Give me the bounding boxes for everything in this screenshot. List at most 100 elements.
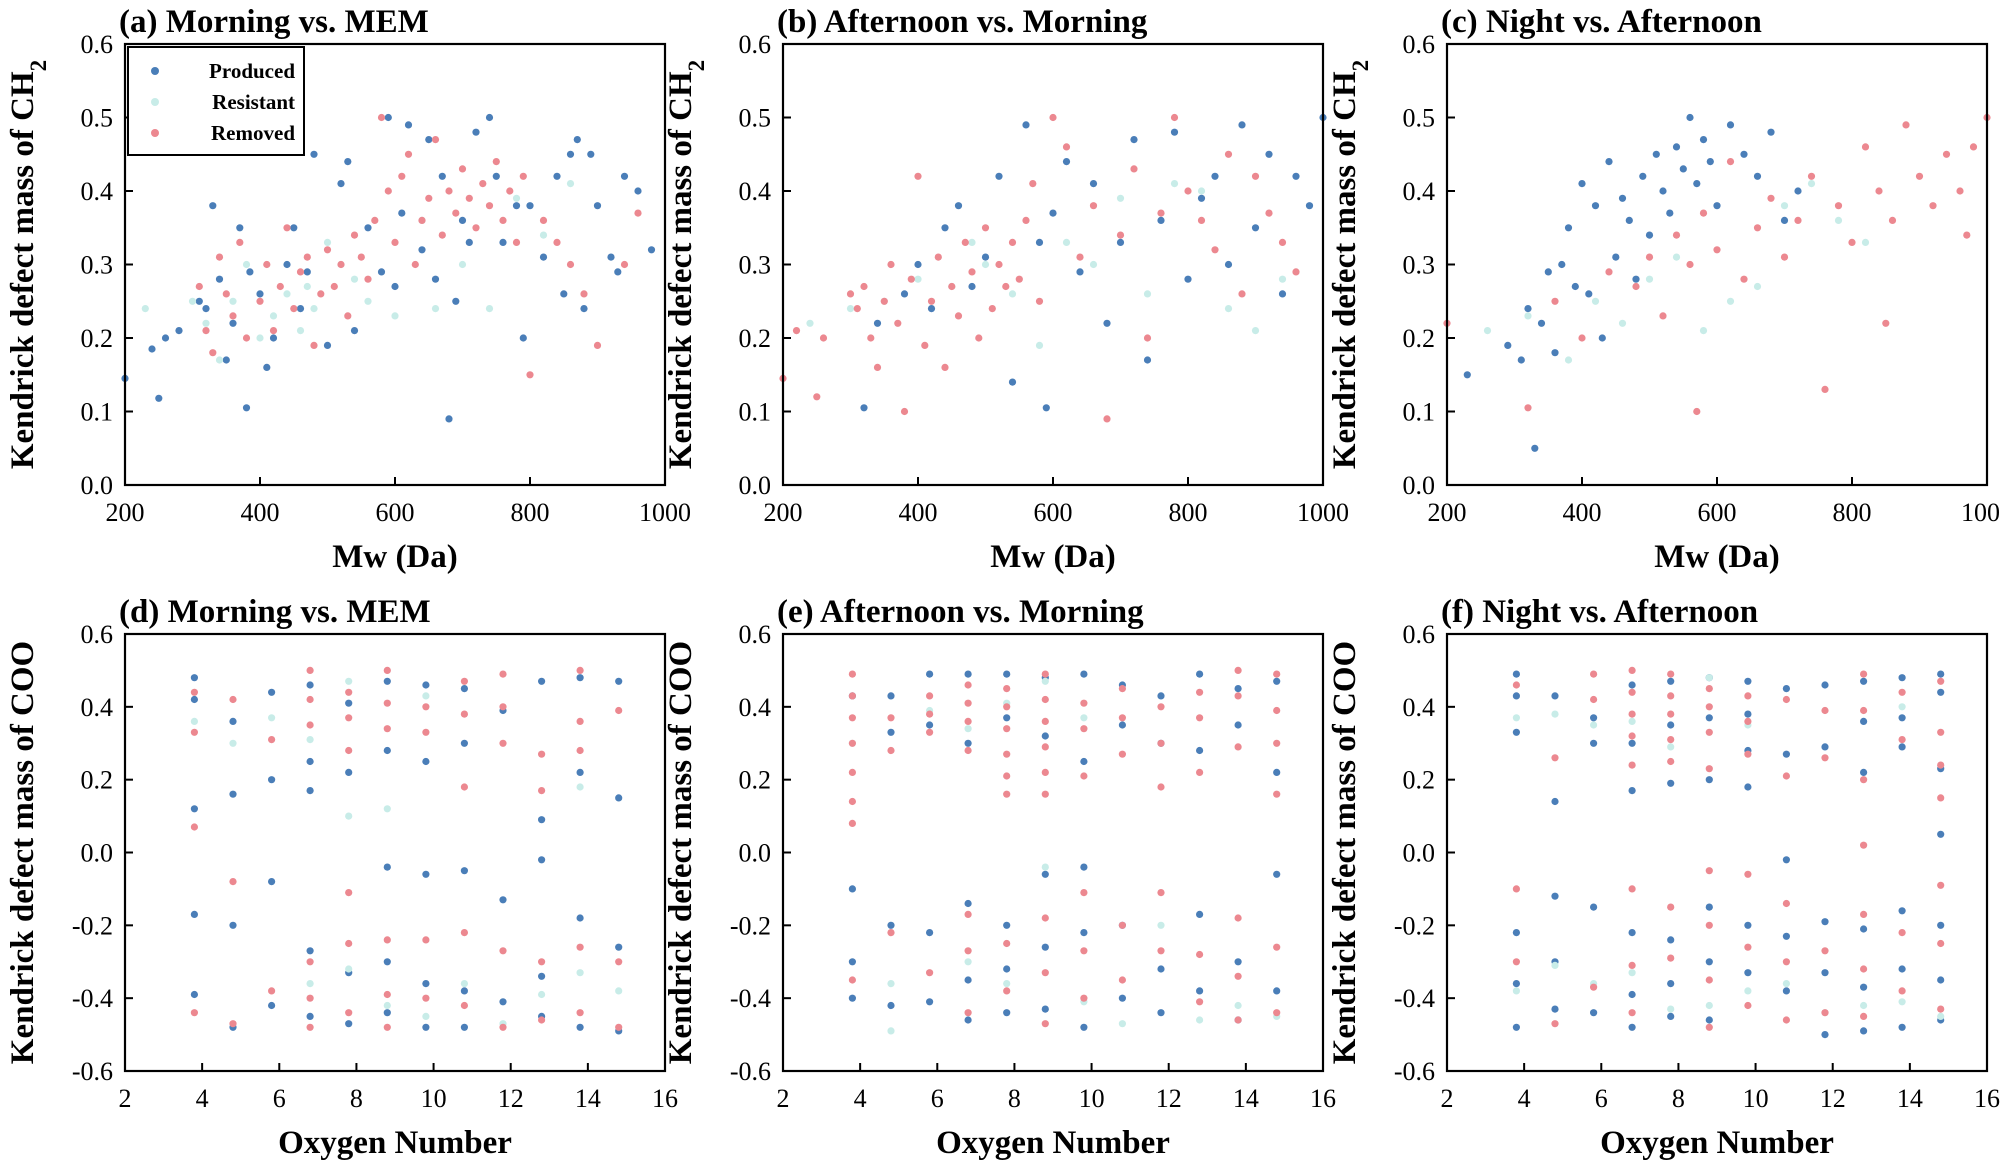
data-point	[1143, 356, 1152, 364]
data-point	[914, 172, 922, 180]
data-point	[306, 787, 314, 795]
data-point	[1628, 710, 1636, 718]
data-point	[1234, 743, 1242, 751]
data-point	[1590, 714, 1598, 722]
data-point	[1251, 172, 1260, 180]
data-point	[1726, 121, 1735, 129]
x-tick-label: 10	[1079, 1084, 1105, 1113]
data-point	[1130, 136, 1138, 144]
legend-label-removed: Removed	[211, 121, 295, 145]
data-point	[1713, 246, 1721, 254]
data-point	[1512, 958, 1520, 966]
data-point	[1080, 1023, 1088, 1031]
y-tick-label: 0.1	[739, 398, 772, 427]
data-point	[887, 728, 895, 736]
data-point	[512, 238, 521, 246]
plot-frame	[781, 42, 1325, 487]
legend-marker-resistant	[151, 98, 159, 106]
data-point	[553, 172, 561, 180]
data-point	[964, 958, 972, 966]
data-point	[1821, 743, 1829, 751]
data-point	[576, 969, 584, 977]
data-point	[371, 216, 379, 224]
panel-e: 2 4 6 8 10 12 14 16 -0.6 -0.4 -0.2 0.0 0.2 0.4 0.6(e) …	[663, 594, 1336, 1161]
data-point	[268, 688, 276, 696]
data-point	[391, 238, 399, 246]
panel-f: 2 4 6 8 10 12 14 16 -0.6 -0.4 -0.2 0.0 0.2 0.4 0.6(f) …	[1327, 594, 2000, 1161]
data-point	[460, 929, 468, 937]
data-point	[1531, 444, 1539, 452]
data-point	[1667, 903, 1675, 911]
data-point	[283, 260, 291, 269]
data-point	[1706, 158, 1714, 166]
y-tick-label: 0.4	[1403, 177, 1436, 206]
data-point	[576, 717, 584, 726]
y-tick-label: 0.6	[1403, 620, 1436, 649]
data-point	[964, 947, 972, 955]
data-point	[1699, 136, 1708, 144]
data-point	[155, 394, 163, 402]
data-point	[848, 692, 857, 700]
data-point	[512, 194, 521, 202]
data-point	[1224, 150, 1233, 158]
data-point	[1234, 666, 1242, 675]
data-point	[968, 238, 976, 246]
data-point	[229, 878, 237, 886]
data-point	[383, 677, 391, 685]
data-point	[1080, 889, 1088, 897]
data-point	[1705, 728, 1713, 736]
data-point	[1782, 958, 1790, 966]
data-point	[1821, 754, 1829, 762]
y-tick-label: -0.4	[1394, 984, 1435, 1013]
data-point	[1898, 736, 1906, 744]
series-resistant	[1483, 180, 1870, 364]
data-point	[1041, 1005, 1049, 1013]
data-point	[1157, 216, 1165, 224]
data-point	[1080, 994, 1088, 1002]
data-point	[364, 224, 372, 232]
data-point	[1782, 987, 1790, 995]
data-point	[422, 994, 430, 1002]
y-tick-label: 0.4	[739, 177, 772, 206]
data-point	[1196, 998, 1204, 1006]
data-point	[615, 987, 623, 995]
x-tick-label: 14	[575, 1084, 601, 1113]
data-point	[848, 739, 857, 747]
data-point	[1821, 969, 1829, 977]
data-point	[306, 666, 314, 675]
data-point	[492, 172, 500, 180]
data-point	[398, 209, 406, 217]
data-point	[1116, 238, 1125, 246]
data-point	[1157, 703, 1165, 711]
data-point	[229, 319, 237, 327]
data-point	[1888, 216, 1897, 224]
data-point	[1551, 797, 1559, 806]
data-point	[499, 947, 507, 955]
data-point	[1929, 202, 1937, 210]
data-point	[1645, 253, 1654, 261]
y-tick-label: 0.0	[739, 471, 772, 500]
data-point	[887, 692, 895, 700]
x-tick-label: 8	[1008, 1084, 1021, 1113]
data-point	[431, 275, 440, 283]
x-tick-label: 800	[511, 498, 550, 527]
data-point	[1196, 987, 1204, 995]
data-point	[1794, 216, 1802, 224]
data-point	[452, 297, 460, 305]
data-point	[1041, 695, 1049, 704]
data-point	[848, 670, 857, 678]
data-point	[873, 319, 882, 327]
data-point	[1860, 1012, 1868, 1021]
data-point	[1118, 921, 1126, 929]
series-removed	[190, 666, 623, 1031]
data-point	[209, 349, 217, 357]
data-point	[539, 216, 548, 224]
data-point	[422, 757, 430, 766]
data-point	[1571, 282, 1579, 291]
data-point	[1937, 677, 1945, 685]
data-point	[1118, 714, 1126, 722]
x-tick-label: 1000	[1961, 498, 2000, 527]
x-tick-label: 6	[1595, 1084, 1608, 1113]
data-point	[1157, 739, 1165, 747]
data-point	[1782, 695, 1790, 704]
